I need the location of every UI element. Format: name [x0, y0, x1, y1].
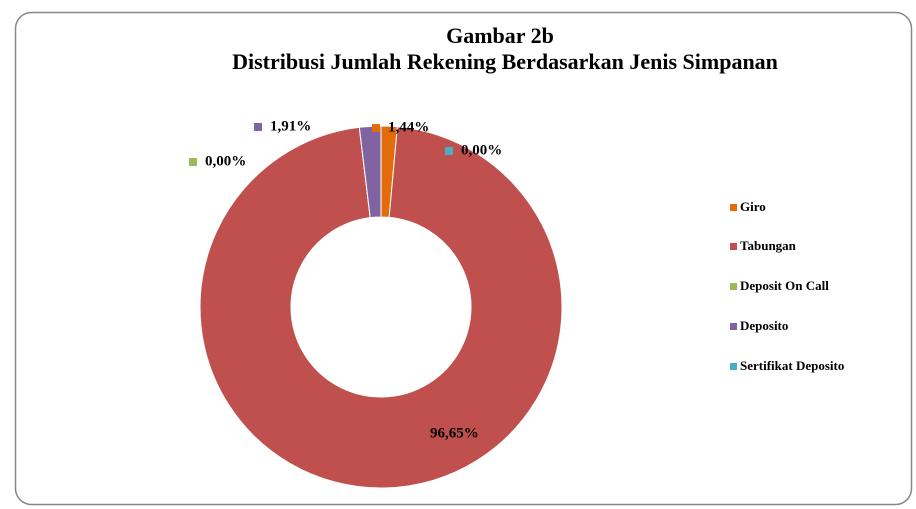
data-label: 0,00%: [205, 153, 246, 169]
legend-key: [730, 243, 737, 250]
legend-key: [730, 363, 737, 370]
label-key: [445, 147, 453, 155]
label-key: [372, 124, 380, 132]
legend-key: [730, 204, 737, 211]
legend-label: Sertifikat Deposito: [740, 358, 844, 373]
donut-slice: [199, 126, 563, 489]
data-label: 96,65%: [430, 425, 479, 441]
legend-key: [730, 323, 737, 330]
legend-label: Deposito: [740, 318, 788, 333]
chart-subtitle: Distribusi Jumlah Rekening Berdasarkan J…: [232, 49, 778, 74]
legend-label: Tabungan: [740, 238, 797, 253]
label-key: [254, 123, 262, 131]
data-label: 0,00%: [461, 142, 502, 158]
chart-title: Gambar 2b: [446, 23, 554, 48]
legend-key: [730, 283, 737, 290]
data-label: 1,44%: [388, 119, 429, 135]
legend-label: Giro: [740, 199, 766, 214]
legend-label: Deposit On Call: [740, 278, 829, 293]
label-key: [189, 158, 197, 166]
data-label: 1,91%: [270, 118, 311, 134]
